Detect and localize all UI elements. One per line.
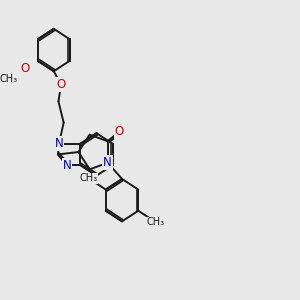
Text: N: N [103,156,112,169]
Text: CH₃: CH₃ [80,173,98,183]
Text: CH₃: CH₃ [0,74,18,84]
Text: O: O [56,78,66,91]
Text: N: N [55,137,63,150]
Text: O: O [115,125,124,138]
Text: N: N [63,158,71,172]
Text: O: O [20,62,30,75]
Text: CH₃: CH₃ [147,217,165,227]
